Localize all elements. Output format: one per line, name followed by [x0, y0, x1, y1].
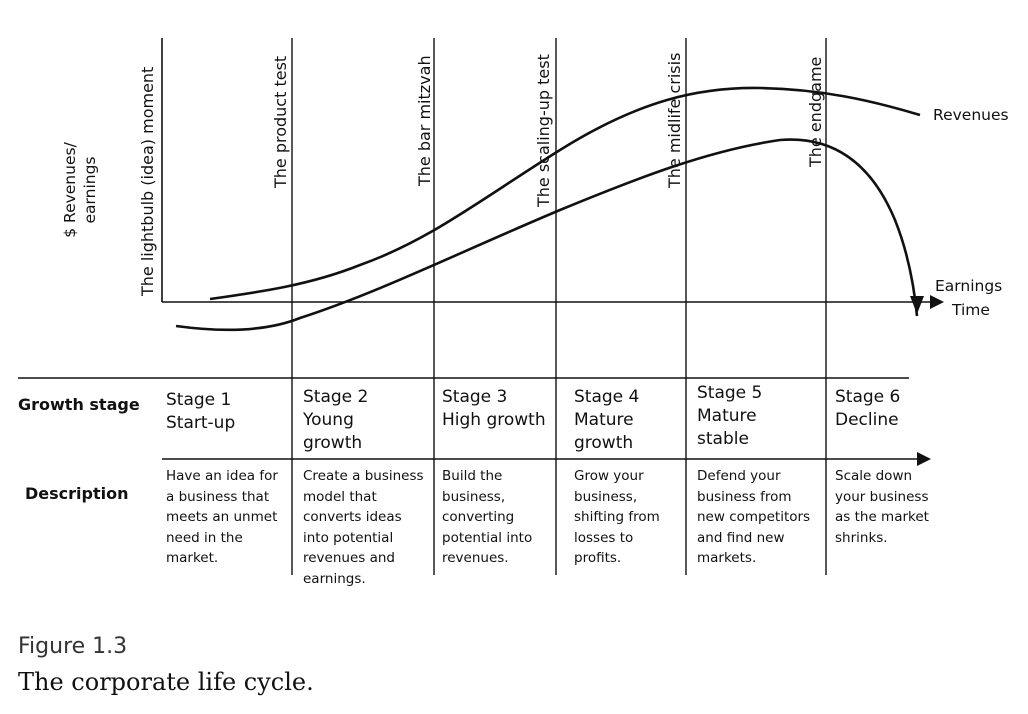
y-axis-label: $ Revenues/ earnings — [61, 142, 99, 238]
figure-number: Figure 1.3 — [18, 634, 128, 659]
figure-title: The corporate life cycle. — [18, 668, 314, 696]
milestone-label-2: The product test — [271, 56, 290, 189]
earnings-curve — [175, 138, 919, 332]
stage-1-description: Have an idea for a business that meets a… — [166, 468, 278, 566]
stage-1-name: Stage 1 Start-up — [166, 390, 236, 433]
description-header: Description — [25, 484, 129, 503]
revenues-curve — [209, 86, 921, 301]
stage-3-description: Build the business, converting potential… — [442, 468, 533, 566]
earnings-arrowhead — [910, 296, 924, 314]
x-axis-arrowhead — [930, 295, 944, 309]
stage-4-name: Stage 4 Mature growth — [574, 387, 640, 453]
table-arrowhead — [917, 452, 931, 466]
stage-4-description: Grow your business, shifting from losses… — [574, 468, 660, 566]
stage-2-name: Stage 2 Young growth — [303, 387, 369, 453]
stage-2-description: Create a business model that converts id… — [303, 468, 424, 587]
milestone-label-4: The scaling-up test — [534, 54, 553, 208]
milestone-label-6: The endgame — [806, 57, 825, 168]
milestone-label-5: The midlife crisis — [665, 53, 684, 189]
stage-6-name: Stage 6 Decline — [835, 387, 901, 430]
stage-5-name: Stage 5 Mature stable — [697, 383, 763, 449]
milestone-label-3: The bar mitzvah — [415, 55, 434, 187]
milestone-label-1: The lightbulb (idea) moment — [138, 67, 157, 297]
stage-3-name: Stage 3 High growth — [442, 387, 546, 430]
earnings-label: Earnings — [935, 277, 1003, 295]
growth-stage-header: Growth stage — [18, 395, 140, 414]
stage-6-description: Scale down your business as the market s… — [835, 468, 929, 546]
time-label: Time — [952, 301, 990, 319]
revenues-label: Revenues — [933, 106, 1009, 124]
stage-5-description: Defend your business from new competitor… — [697, 468, 811, 566]
